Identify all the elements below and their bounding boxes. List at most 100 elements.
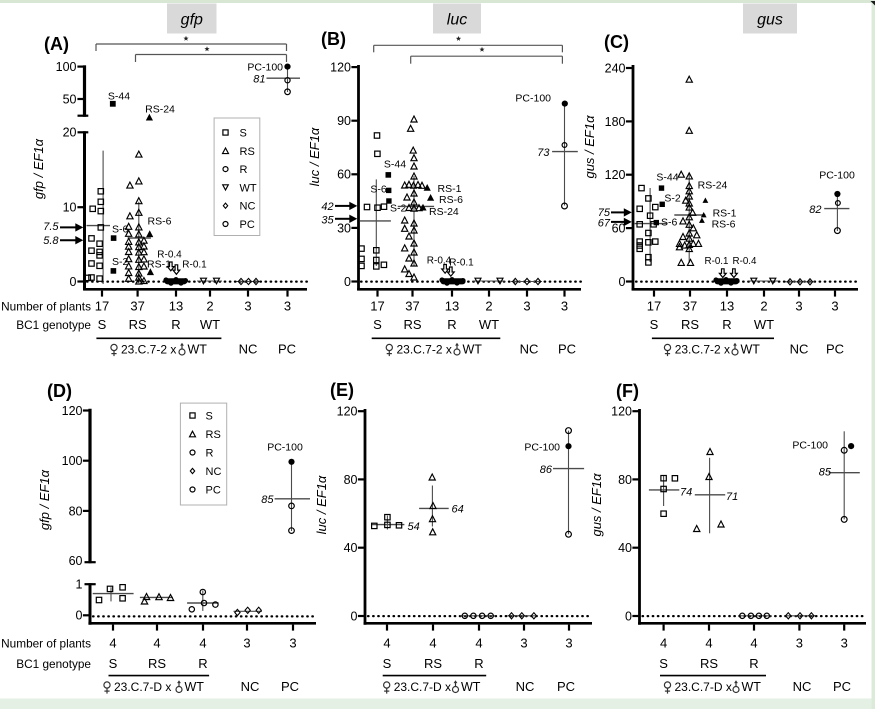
- svg-text:PC-100: PC-100: [247, 61, 283, 73]
- svg-text:WT: WT: [754, 317, 774, 332]
- svg-text:2: 2: [760, 298, 767, 313]
- svg-text:4: 4: [705, 635, 712, 650]
- svg-text:180: 180: [605, 115, 626, 129]
- svg-text:luc / EF1α: luc / EF1α: [314, 475, 329, 534]
- svg-text:37: 37: [405, 298, 419, 313]
- svg-text:WT: WT: [188, 343, 208, 357]
- svg-text:RS: RS: [403, 317, 421, 332]
- svg-text:120: 120: [337, 405, 358, 419]
- svg-text:3: 3: [289, 635, 296, 650]
- svg-text:S-2: S-2: [390, 203, 407, 215]
- svg-text:54: 54: [408, 521, 420, 533]
- svg-text:PC: PC: [240, 219, 255, 231]
- svg-text:S: S: [650, 317, 659, 332]
- svg-text:luc: luc: [447, 12, 467, 29]
- svg-text:17: 17: [370, 298, 384, 313]
- svg-text:60: 60: [69, 554, 83, 568]
- svg-text:4: 4: [199, 635, 206, 650]
- svg-text:1: 1: [76, 578, 83, 592]
- svg-text:gus: gus: [757, 12, 783, 29]
- svg-text:120: 120: [605, 168, 626, 182]
- svg-text:3: 3: [795, 298, 802, 313]
- svg-text:RS: RS: [240, 146, 255, 158]
- svg-text:3: 3: [523, 298, 530, 313]
- svg-text:R-0.4: R-0.4: [427, 256, 452, 267]
- svg-text:S-44: S-44: [108, 91, 130, 103]
- svg-text:3: 3: [796, 635, 803, 650]
- svg-text:(E): (E): [330, 380, 354, 400]
- svg-text:R: R: [722, 317, 731, 332]
- svg-text:RS: RS: [424, 656, 442, 671]
- svg-text:S-2: S-2: [112, 256, 129, 268]
- svg-text:0: 0: [351, 609, 358, 623]
- svg-text:PC: PC: [557, 679, 575, 694]
- svg-text:RS-24: RS-24: [429, 206, 459, 218]
- svg-text:3: 3: [520, 635, 527, 650]
- svg-text:0: 0: [625, 609, 632, 623]
- svg-text:PC: PC: [833, 679, 851, 694]
- svg-text:gus / EF1α: gus / EF1α: [589, 473, 604, 537]
- svg-text:(D): (D): [47, 381, 72, 401]
- svg-text:(C): (C): [604, 32, 629, 52]
- svg-text:120: 120: [62, 404, 83, 418]
- svg-text:23.C.7-2 x: 23.C.7-2 x: [675, 343, 730, 357]
- svg-text:R: R: [240, 164, 248, 176]
- svg-text:81: 81: [253, 74, 265, 86]
- svg-text:NC: NC: [790, 342, 809, 357]
- svg-text:BC1 genotype: BC1 genotype: [16, 657, 91, 671]
- svg-text:PC: PC: [558, 342, 576, 357]
- svg-text:0: 0: [619, 275, 626, 289]
- svg-text:7.5: 7.5: [43, 221, 59, 233]
- svg-text:30: 30: [337, 221, 351, 235]
- svg-text:WT: WT: [463, 343, 483, 357]
- svg-text:3: 3: [565, 635, 572, 650]
- svg-text:86: 86: [540, 464, 553, 476]
- svg-text:PC-100: PC-100: [819, 170, 855, 182]
- svg-text:S: S: [98, 317, 107, 332]
- svg-text:3: 3: [243, 635, 250, 650]
- svg-text:PC: PC: [206, 485, 221, 497]
- svg-text:PC-100: PC-100: [515, 93, 551, 105]
- svg-text:0: 0: [344, 275, 351, 289]
- svg-text:S: S: [659, 656, 668, 671]
- svg-text:S-44: S-44: [384, 159, 406, 171]
- svg-text:60: 60: [612, 222, 626, 236]
- svg-text:S-6: S-6: [661, 216, 678, 228]
- svg-text:S-2: S-2: [664, 193, 681, 205]
- svg-text:S-44: S-44: [656, 172, 678, 184]
- svg-text:4: 4: [429, 635, 436, 650]
- svg-text:4: 4: [750, 635, 757, 650]
- svg-text:NC: NC: [240, 201, 256, 213]
- svg-text:23.C.7-D x: 23.C.7-D x: [114, 680, 171, 694]
- svg-text:42: 42: [321, 201, 333, 213]
- svg-text:74: 74: [680, 486, 692, 498]
- svg-text:R-0.4: R-0.4: [157, 250, 182, 261]
- svg-text:100: 100: [56, 60, 77, 74]
- svg-text:60: 60: [337, 168, 351, 182]
- svg-text:RS-1: RS-1: [147, 258, 171, 270]
- svg-text:NC: NC: [239, 342, 258, 357]
- svg-text:RS-6: RS-6: [439, 194, 463, 206]
- svg-text:NC: NC: [793, 679, 812, 694]
- svg-text:RS-6: RS-6: [712, 219, 736, 231]
- svg-text:S: S: [373, 317, 382, 332]
- svg-text:Number of plants: Number of plants: [1, 299, 91, 313]
- svg-text:240: 240: [605, 61, 626, 75]
- svg-text:37: 37: [130, 298, 144, 313]
- svg-text:RS-6: RS-6: [148, 216, 172, 228]
- svg-text:gfp: gfp: [181, 12, 203, 29]
- svg-text:2: 2: [206, 298, 213, 313]
- svg-text:S-6: S-6: [112, 224, 129, 236]
- svg-text:13: 13: [720, 298, 734, 313]
- svg-text:75: 75: [598, 207, 611, 219]
- svg-text:NC: NC: [206, 466, 222, 478]
- svg-text:100: 100: [62, 454, 83, 468]
- svg-text:37: 37: [683, 298, 697, 313]
- svg-text:NC: NC: [516, 679, 535, 694]
- svg-text:82: 82: [809, 204, 821, 216]
- svg-text:2: 2: [485, 298, 492, 313]
- svg-text:RS: RS: [206, 429, 221, 441]
- svg-text:S: S: [206, 411, 213, 423]
- svg-text:RS-1: RS-1: [438, 183, 462, 195]
- svg-text:4: 4: [153, 635, 160, 650]
